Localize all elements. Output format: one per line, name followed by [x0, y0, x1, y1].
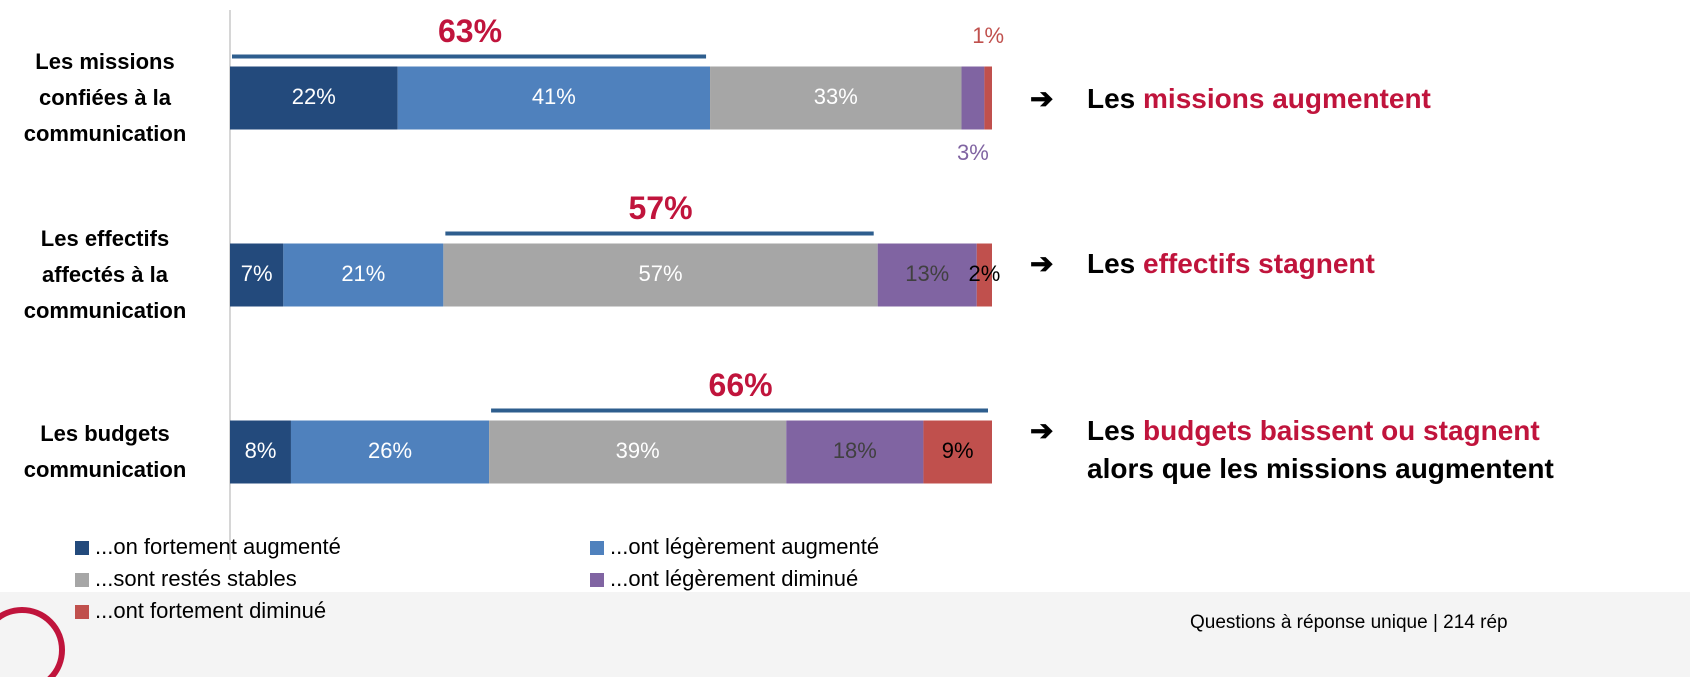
value-label: 9%: [942, 438, 974, 463]
bar-segment: [877, 243, 977, 307]
value-label: 1%: [972, 23, 1004, 48]
conclusion: ➔ Les budgets baissent ou stagnent alors …: [1030, 412, 1567, 488]
value-label: 22%: [292, 84, 336, 109]
value-label: 18%: [833, 438, 877, 463]
text-part: missions augmentent: [1143, 83, 1431, 114]
footer-band: [0, 592, 1690, 677]
legend-label: ...sont restés stables: [95, 566, 297, 591]
arrow: ➔: [1030, 248, 1054, 279]
category-label: Les effectifs affectés à la communicatio…: [23, 226, 187, 323]
arrow: ➔: [1030, 415, 1054, 446]
bar-segment: [923, 420, 992, 484]
legend-label: ...ont légèrement augmenté: [610, 534, 879, 559]
legend-swatch: [75, 573, 89, 587]
category-label: Les budgets communication: [23, 421, 187, 482]
value-label: 7%: [241, 261, 273, 286]
legend-label: ...ont fortement diminué: [95, 598, 326, 623]
conclusion-text: Les budgets baissent ou stagnent alors q…: [1087, 412, 1567, 488]
text-part: budgets baissent ou stagnent: [1143, 415, 1540, 446]
value-label: 13%: [905, 261, 949, 286]
value-label: 26%: [368, 438, 412, 463]
conclusion-text: Les effectifs stagnent: [1087, 245, 1567, 283]
bar-segment: [710, 66, 962, 130]
value-label: 2%: [968, 261, 1000, 286]
value-label: 33%: [814, 84, 858, 109]
bar-segment: [984, 66, 992, 130]
footnote: Questions à réponse unique | 214 rép: [1190, 612, 1508, 633]
bar-segment: [230, 66, 398, 130]
bar-segment: [230, 420, 291, 484]
bar-segment: [290, 420, 490, 484]
annotation-label: 57%: [629, 190, 693, 226]
bar-segment: [397, 66, 711, 130]
text-part: Les: [1087, 248, 1144, 279]
value-label: 8%: [245, 438, 277, 463]
legend-swatch: [590, 541, 604, 555]
bar-segment: [443, 243, 878, 307]
bar-segment: [489, 420, 787, 484]
value-label: 39%: [616, 438, 660, 463]
text-part: Les: [1087, 83, 1144, 114]
value-label: 3%: [957, 140, 989, 165]
bar-segment: [283, 243, 444, 307]
legend-swatch: [75, 541, 89, 555]
value-label: 21%: [341, 261, 385, 286]
bar-segment: [961, 66, 985, 130]
legend-label: ...ont légèrement diminué: [610, 566, 858, 591]
logo: [0, 607, 65, 677]
value-label: 57%: [639, 261, 683, 286]
conclusion: ➔ Les effectifs stagnent: [1030, 245, 1567, 283]
text-part: effectifs stagnent: [1143, 248, 1375, 279]
conclusion: ➔ Les missions augmentent: [1030, 80, 1567, 118]
bar-segment: [230, 243, 284, 307]
text-part: alors que les missions augmentent: [1087, 453, 1554, 484]
legend-swatch: [75, 605, 89, 619]
legend-label: ...on fortement augmenté: [95, 534, 341, 559]
annotation-label: 63%: [438, 13, 502, 49]
category-label: Les missions confiées à la communication: [23, 49, 187, 146]
annotation-label: 66%: [709, 367, 773, 403]
conclusion-text: Les missions augmentent: [1087, 80, 1567, 118]
legend-swatch: [590, 573, 604, 587]
text-part: Les: [1087, 415, 1144, 446]
arrow: ➔: [1030, 83, 1054, 114]
value-label: 41%: [532, 84, 576, 109]
bar-segment: [786, 420, 924, 484]
bar-segment: [976, 243, 992, 307]
